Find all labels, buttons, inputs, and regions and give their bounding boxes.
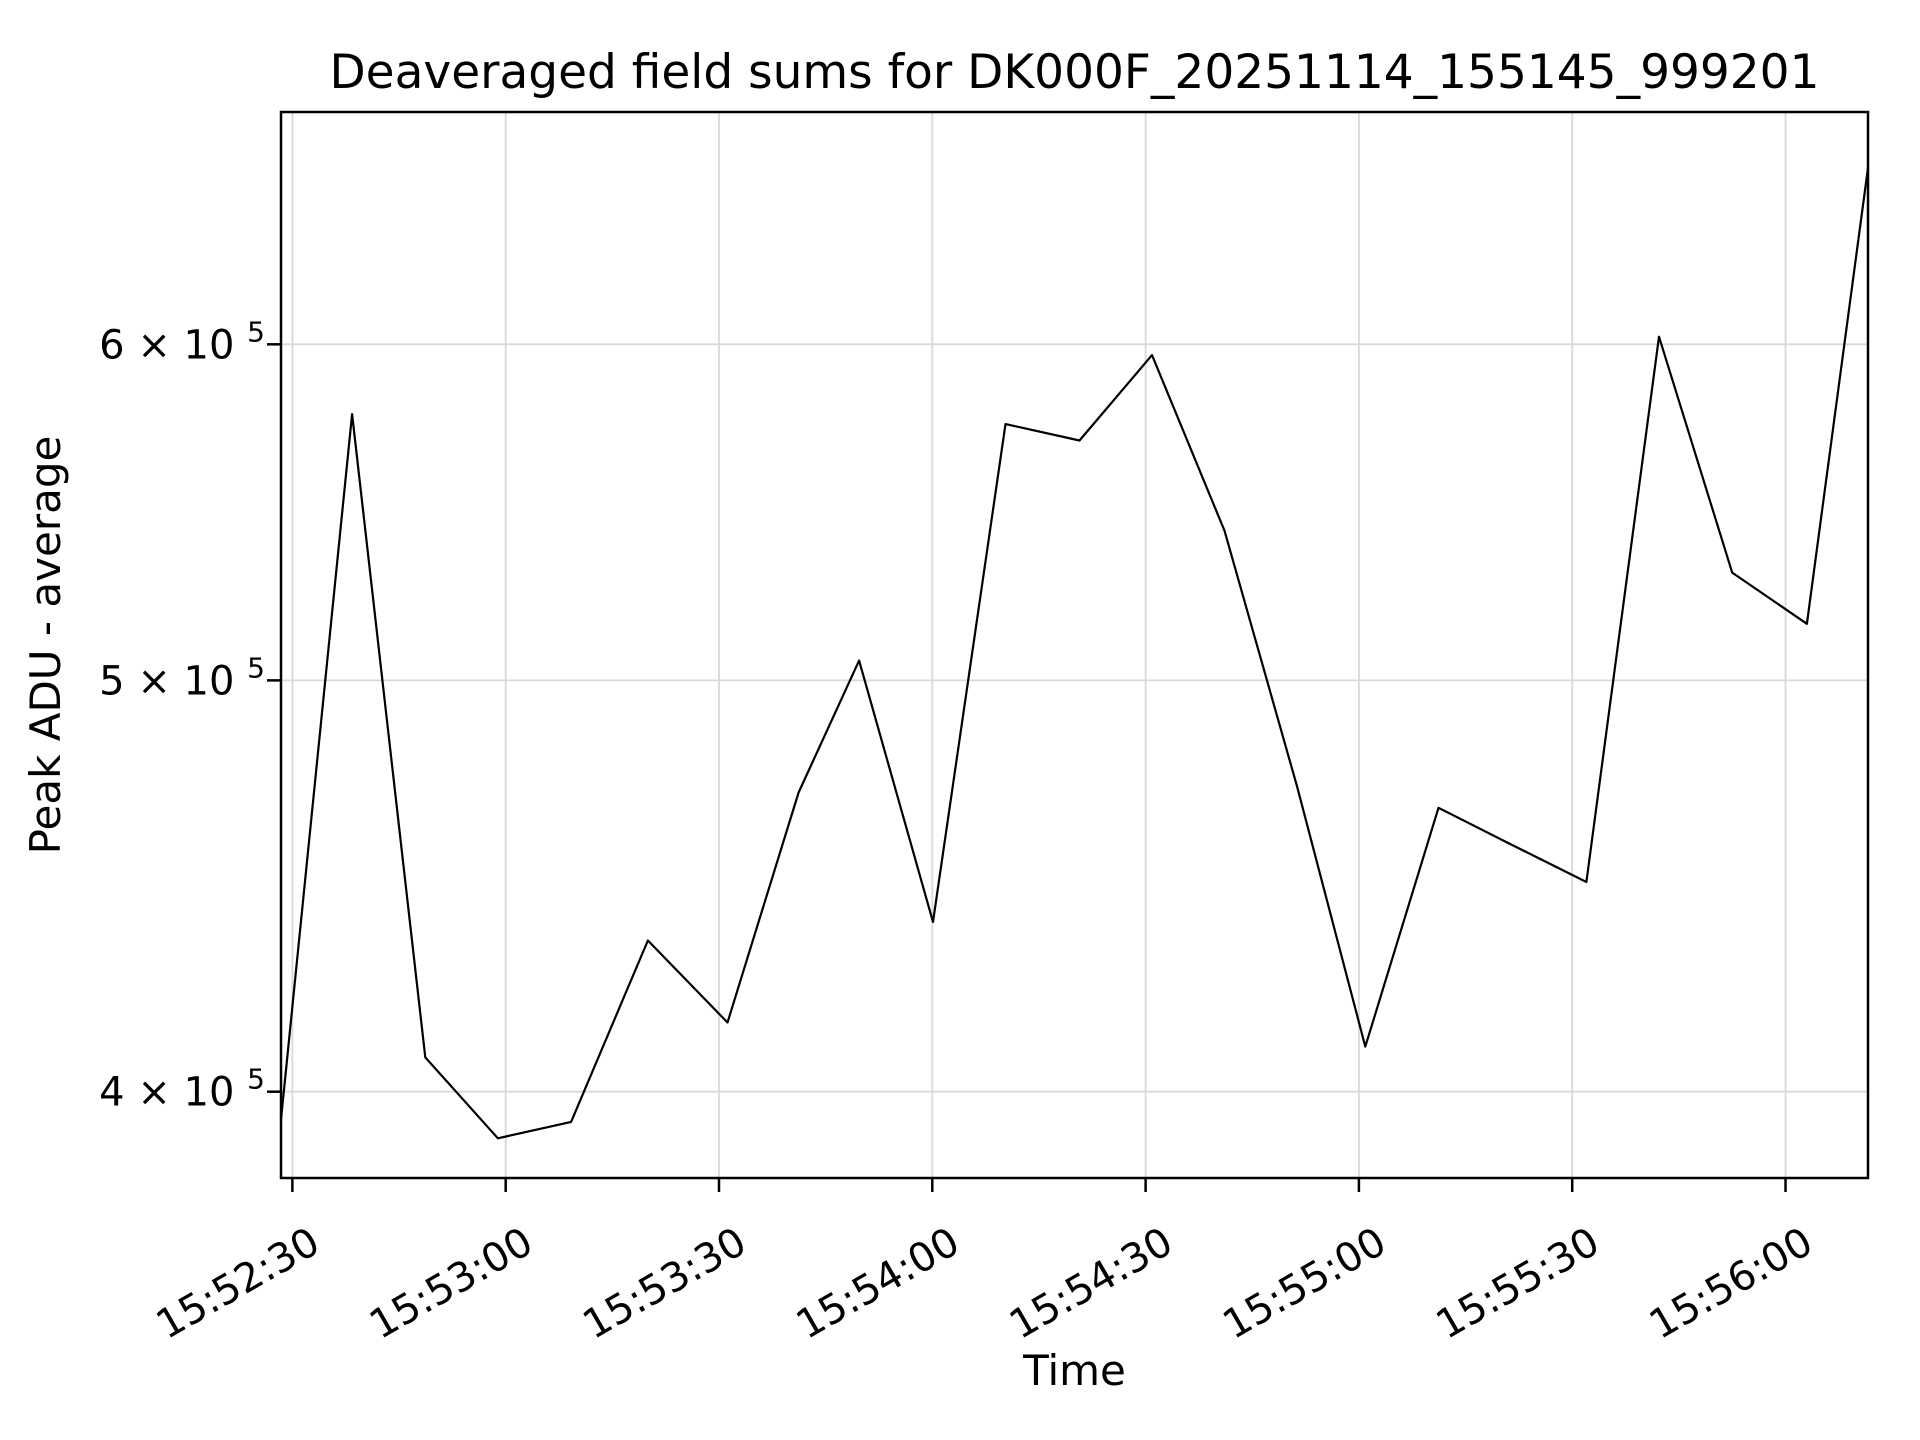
data-series-layer xyxy=(279,166,1870,1140)
x-tick-label: 15:55:30 xyxy=(1429,1219,1608,1349)
data-line xyxy=(279,166,1870,1140)
x-tick-label: 15:52:30 xyxy=(149,1219,328,1349)
chart-title: Deaveraged field sums for DK000F_2025111… xyxy=(329,45,1819,100)
y-tick-label: 4 × 10 5 xyxy=(99,1063,265,1116)
y-tick-labels: 4 × 10 5 5 × 10 5 6 × 10 5 xyxy=(99,315,265,1115)
x-axis-label: Time xyxy=(1022,1346,1126,1395)
x-tick-label: 15:54:00 xyxy=(789,1219,968,1349)
x-tick-label: 15:53:30 xyxy=(575,1219,754,1349)
x-tick-label: 15:53:00 xyxy=(362,1219,541,1349)
x-tick-labels: 15:52:30 15:53:00 15:53:30 15:54:00 15:54:30… xyxy=(149,1219,1821,1349)
y-tick-label: 6 × 10 5 xyxy=(99,315,265,368)
y-tick-label: 5 × 10 5 xyxy=(99,651,265,704)
gridlines xyxy=(281,112,1868,1178)
x-tick-label: 15:54:30 xyxy=(1002,1219,1181,1349)
y-axis-label: Peak ADU - average xyxy=(21,436,70,855)
tick-marks xyxy=(267,343,1787,1192)
plot-border xyxy=(279,110,1870,1180)
x-tick-label: 15:56:00 xyxy=(1642,1219,1821,1349)
x-tick-label: 15:55:00 xyxy=(1215,1219,1394,1349)
